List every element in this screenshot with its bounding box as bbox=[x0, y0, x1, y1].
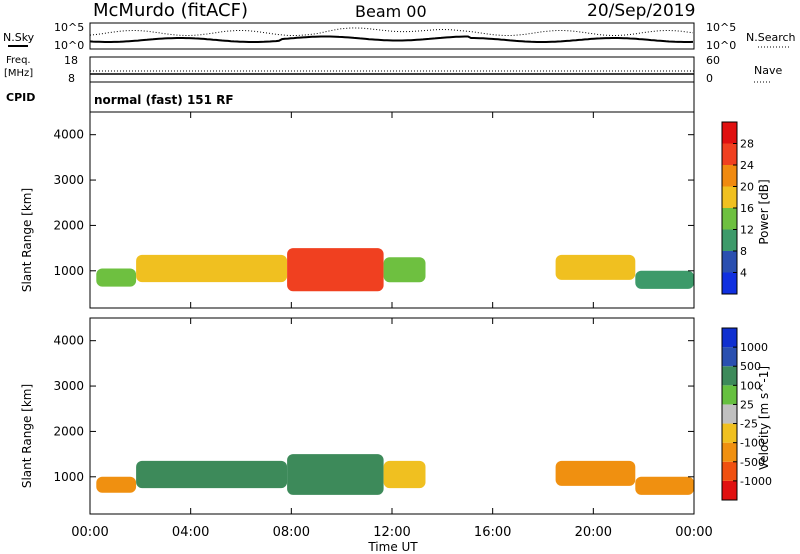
scatter-region-3 bbox=[287, 454, 384, 495]
colorbar-tick-label: 16 bbox=[740, 202, 754, 215]
freq-label-2: [MHz] bbox=[4, 68, 33, 79]
colorbar-tick-label: 100 bbox=[740, 379, 761, 392]
nsky-tick-top: 10^5 bbox=[54, 21, 84, 34]
x-tick-label: 08:00 bbox=[273, 525, 310, 540]
freq-tick-bottom: 8 bbox=[68, 72, 75, 85]
y-tick-label: 2000 bbox=[53, 218, 84, 232]
scatter-region-1 bbox=[96, 268, 137, 287]
colorbar-tick-label: -500 bbox=[740, 456, 765, 469]
colorbar-swatch bbox=[722, 272, 737, 294]
colorbar-tick-label: 24 bbox=[740, 159, 754, 172]
cpid-panel: CPID normal (fast) 151 RF bbox=[6, 82, 695, 112]
scatter-region-4 bbox=[383, 257, 426, 283]
power-panel: 4000 3000 2000 1000 Slant Range [km] 28 24 20… bbox=[20, 111, 771, 309]
cpid-text: normal (fast) 151 RF bbox=[94, 93, 234, 107]
nsearch-tick-bottom: 10^0 bbox=[706, 39, 736, 52]
power-ylabel: Slant Range [km] bbox=[20, 188, 34, 292]
station-title: McMurdo (fitACF) bbox=[93, 0, 248, 21]
nsearch-label: N.Search bbox=[746, 31, 796, 44]
velocity-ylabel: Slant Range [km] bbox=[20, 384, 34, 488]
nave-tick-top: 60 bbox=[706, 54, 720, 67]
colorbar-swatch bbox=[722, 480, 737, 500]
y-tick-label: 4000 bbox=[53, 128, 84, 142]
power-data bbox=[96, 248, 694, 292]
nave-label: Nave bbox=[754, 64, 782, 77]
nsearch-tick-top: 10^5 bbox=[706, 21, 736, 34]
colorbar-tick-label: 28 bbox=[740, 138, 754, 151]
velocity-colorbar-label: Velocity [m s^-1] bbox=[757, 366, 771, 470]
date-title: 20/Sep/2019 bbox=[587, 1, 695, 21]
colorbar-swatch bbox=[722, 347, 737, 367]
scatter-region-4 bbox=[383, 460, 426, 489]
x-tick-label: 12:00 bbox=[373, 525, 410, 540]
scatter-region-3 bbox=[287, 248, 384, 292]
colorbar-tick-label: 12 bbox=[740, 224, 754, 237]
scatter-region-6 bbox=[635, 476, 694, 495]
colorbar-tick-label: 25 bbox=[740, 398, 754, 411]
colorbar-swatch bbox=[722, 165, 737, 187]
scatter-region-2 bbox=[136, 254, 288, 283]
freq-label-1: Freq. bbox=[6, 55, 31, 66]
freq-tick-top: 18 bbox=[64, 54, 78, 67]
nsky-tick-bottom: 10^0 bbox=[54, 39, 84, 52]
x-axis: 00:00 04:00 08:00 12:00 16:00 20:00 00:00 bbox=[71, 112, 713, 540]
x-tick-label: 04:00 bbox=[172, 525, 209, 540]
colorbar-swatch bbox=[722, 208, 737, 230]
colorbar-tick-label: -1000 bbox=[740, 475, 772, 488]
nave-tick-bottom: 0 bbox=[706, 72, 713, 85]
colorbar-tick-label: 1000 bbox=[740, 341, 768, 354]
colorbar-swatch bbox=[722, 122, 737, 144]
colorbar-swatch bbox=[722, 404, 737, 424]
colorbar-swatch bbox=[722, 143, 737, 165]
colorbar-swatch bbox=[722, 251, 737, 273]
y-tick-label: 1000 bbox=[53, 470, 84, 484]
colorbar-tick-label: 20 bbox=[740, 181, 754, 194]
y-tick-label: 3000 bbox=[53, 173, 84, 187]
x-tick-label: 00:00 bbox=[675, 525, 712, 540]
colorbar-swatch bbox=[722, 328, 737, 348]
y-tick-label: 3000 bbox=[53, 379, 84, 393]
colorbar-tick-label: 8 bbox=[740, 245, 747, 258]
colorbar-swatch bbox=[722, 442, 737, 462]
x-tick-label: 16:00 bbox=[474, 525, 511, 540]
colorbar-tick-label: 4 bbox=[740, 267, 747, 280]
y-tick-label: 1000 bbox=[53, 264, 84, 278]
colorbar-swatch bbox=[722, 366, 737, 386]
x-tick-label: 00:00 bbox=[71, 525, 108, 540]
x-tick-label: 20:00 bbox=[575, 525, 612, 540]
nsky-trace bbox=[89, 35, 694, 43]
colorbar-swatch bbox=[722, 461, 737, 481]
beam-title: Beam 00 bbox=[355, 2, 427, 21]
nsearch-trace bbox=[89, 27, 694, 36]
noise-panel: N.Sky 10^5 10^0 10^5 10^0 N.Search bbox=[3, 21, 796, 52]
velocity-panel: 4000 3000 2000 1000 Slant Range [km] 1000 50… bbox=[20, 317, 772, 515]
velocity-data bbox=[96, 454, 694, 495]
nsky-label: N.Sky bbox=[3, 31, 35, 44]
cpid-label: CPID bbox=[6, 91, 35, 104]
colorbar-tick-label: -100 bbox=[740, 437, 765, 450]
scatter-region-5 bbox=[555, 254, 636, 280]
colorbar-swatch bbox=[722, 229, 737, 251]
y-tick-label: 2000 bbox=[53, 424, 84, 438]
y-tick-label: 4000 bbox=[53, 334, 84, 348]
scatter-region-2 bbox=[136, 460, 288, 489]
power-colorbar-label: Power [dB] bbox=[757, 179, 771, 244]
colorbar-swatch bbox=[722, 423, 737, 443]
scatter-region-5 bbox=[555, 460, 636, 486]
scatter-region-1 bbox=[96, 476, 137, 493]
colorbar-tick-label: 500 bbox=[740, 360, 761, 373]
x-axis-label: Time UT bbox=[367, 540, 418, 554]
freq-panel: Freq. [MHz] 18 8 60 0 Nave bbox=[4, 54, 782, 85]
colorbar-swatch bbox=[722, 186, 737, 208]
colorbar-swatch bbox=[722, 385, 737, 405]
scatter-region-6 bbox=[635, 270, 694, 289]
colorbar-tick-label: -25 bbox=[740, 418, 758, 431]
